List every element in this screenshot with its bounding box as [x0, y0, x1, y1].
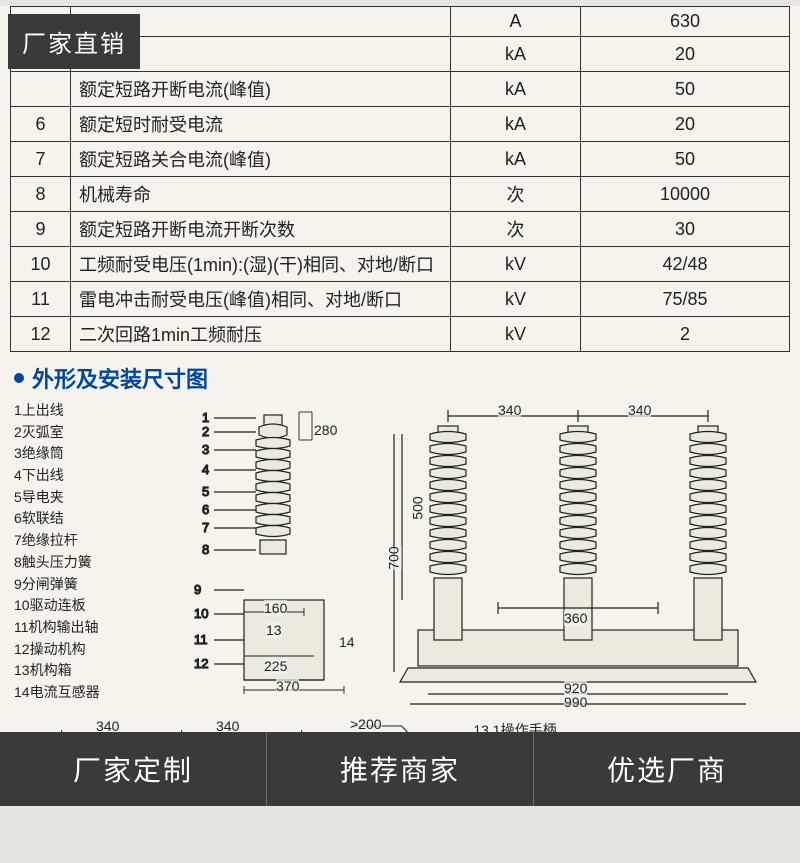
table-row: 7额定短路关合电流(峰值)kA50 — [11, 142, 790, 177]
svg-text:7: 7 — [202, 520, 209, 535]
cell-param: 雷电冲击耐受电压(峰值)相同、对地/断口 — [71, 282, 451, 317]
legend-item: 6软联结 — [14, 508, 130, 530]
cell-val: 75/85 — [581, 282, 790, 317]
bullet-icon — [14, 373, 24, 383]
cell-unit: kA — [451, 72, 581, 107]
cell-val: 42/48 — [581, 247, 790, 282]
cell-val: 30 — [581, 212, 790, 247]
legend-item: 11机构输出轴 — [14, 617, 130, 639]
cell-unit: kA — [451, 142, 581, 177]
legend-item: 2灭弧室 — [14, 422, 130, 444]
dim-500: 500 — [410, 496, 426, 519]
cell-param: 额定短路开断电流开断次数 — [71, 212, 451, 247]
cell-num: 11 — [11, 282, 71, 317]
legend-item: 1上出线 — [14, 400, 130, 422]
dim-160: 160 — [264, 600, 287, 616]
cell-num: 7 — [11, 142, 71, 177]
bottom-a: 厂家定制 — [0, 732, 266, 806]
svg-text:1: 1 — [202, 410, 209, 425]
cell-unit: 次 — [451, 212, 581, 247]
legend-item: 8触头压力簧 — [14, 552, 130, 574]
dim-280: 280 — [314, 422, 337, 438]
cell-param: 额定短时耐受电流 — [71, 107, 451, 142]
dim-370: 370 — [276, 678, 299, 694]
cell-unit: 次 — [451, 177, 581, 212]
cell-param: 机械寿命 — [71, 177, 451, 212]
cell-num: 12 — [11, 317, 71, 352]
cell-unit: kA — [451, 37, 581, 72]
legend-item: 14电流互感器 — [14, 682, 130, 704]
cell-val: 2 — [581, 317, 790, 352]
dim-360: 360 — [564, 610, 587, 626]
table-row: 10工频耐受电压(1min):(湿)(干)相同、对地/断口kV42/48 — [11, 247, 790, 282]
bottom-b: 推荐商家 — [267, 732, 533, 806]
svg-text:11: 11 — [194, 632, 208, 647]
table-row: 11雷电冲击耐受电压(峰值)相同、对地/断口kV75/85 — [11, 282, 790, 317]
cell-num: 9 — [11, 212, 71, 247]
cell-param: 额定短路开断电流(峰值) — [71, 72, 451, 107]
svg-text:10: 10 — [194, 606, 208, 621]
svg-text:3: 3 — [202, 442, 209, 457]
svg-text:2: 2 — [202, 424, 209, 439]
cell-param: 二次回路1min工频耐压 — [71, 317, 451, 352]
cell-num: 6 — [11, 107, 71, 142]
cell-num: 10 — [11, 247, 71, 282]
cell-val: 50 — [581, 72, 790, 107]
cell-val: 630 — [581, 7, 790, 37]
cell-unit: kV — [451, 317, 581, 352]
dim-340a: 340 — [498, 402, 521, 418]
cell-val: 20 — [581, 37, 790, 72]
dim-340b: 340 — [628, 402, 651, 418]
cell-val: 20 — [581, 107, 790, 142]
cell-val: 10000 — [581, 177, 790, 212]
dim-14: 14 — [339, 634, 355, 650]
cell-val: 50 — [581, 142, 790, 177]
legend-item: 3绝缘筒 — [14, 443, 130, 465]
svg-text:4: 4 — [202, 462, 209, 477]
legend-item: 7绝缘拉杆 — [14, 530, 130, 552]
cell-param: 额定短路关合电流(峰值) — [71, 142, 451, 177]
legend-item: 5导电夹 — [14, 487, 130, 509]
legend-list: 1上出线2灭弧室3绝缘筒4下出线5导电夹6软联结7绝缘拉杆8触头压力簧9分闸弹簧… — [10, 400, 130, 710]
dim-990: 990 — [564, 694, 587, 710]
dim-225: 225 — [264, 658, 287, 674]
cell-unit: A — [451, 7, 581, 37]
svg-text:8: 8 — [202, 542, 209, 557]
section-title-text: 外形及安装尺寸图 — [32, 362, 208, 394]
cell-unit: kV — [451, 247, 581, 282]
section-title-dimensions: 外形及安装尺寸图 — [14, 362, 790, 394]
legend-item: 4下出线 — [14, 465, 130, 487]
dim-13: 13 — [266, 622, 282, 638]
table-row: 8机械寿命次10000 — [11, 177, 790, 212]
svg-text:6: 6 — [202, 502, 209, 517]
legend-item: 12操动机构 — [14, 639, 130, 661]
table-row: 额定短路开断电流(峰值)kA50 — [11, 72, 790, 107]
legend-item: 9分闸弹簧 — [14, 574, 130, 596]
dim-700: 700 — [386, 546, 402, 569]
svg-text:5: 5 — [202, 484, 209, 499]
table-row: 6额定短时耐受电流kA20 — [11, 107, 790, 142]
cell-unit: kV — [451, 282, 581, 317]
cell-unit: kA — [451, 107, 581, 142]
left-diagram: 123456789101112 160 13 14 225 370 280 — [144, 400, 374, 710]
table-row: 9额定短路开断电流开断次数次30 — [11, 212, 790, 247]
badge-factory-direct: 厂家直销 — [8, 14, 140, 69]
svg-text:12: 12 — [194, 656, 208, 671]
cell-param: 工频耐受电压(1min):(湿)(干)相同、对地/断口 — [71, 247, 451, 282]
bottom-bar: 厂家定制 推荐商家 优选厂商 — [0, 732, 800, 806]
table-row: 12二次回路1min工频耐压kV2 — [11, 317, 790, 352]
cell-num — [11, 72, 71, 107]
bottom-c: 优选厂商 — [534, 732, 800, 806]
cell-num: 8 — [11, 177, 71, 212]
legend-item: 13机构箱 — [14, 660, 130, 682]
lower-200: >200 — [350, 716, 382, 732]
legend-item: 10驱动连板 — [14, 595, 130, 617]
right-diagram: 340 340 500 700 360 920 990 — [388, 400, 790, 710]
svg-text:9: 9 — [194, 582, 201, 597]
